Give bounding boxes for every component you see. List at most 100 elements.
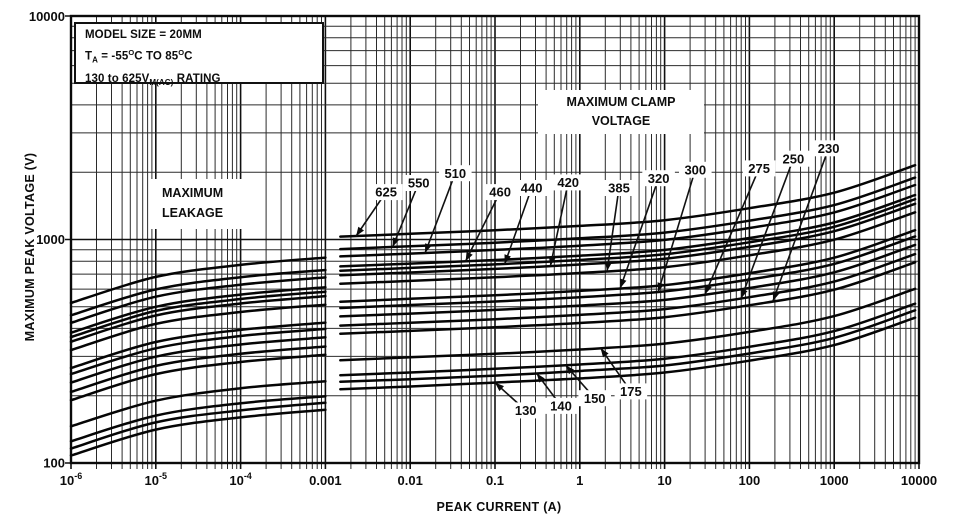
x-tick-100: 100: [739, 473, 761, 488]
curve-250-clamp: [339, 252, 917, 327]
curve-440-clamp: [339, 197, 917, 272]
curve-label-bg-175: [614, 383, 648, 400]
curve-175-leakage: [69, 380, 327, 428]
x-tick-10: 10: [657, 473, 671, 488]
leakage-region-label: MAXIMUM LEAKAGE: [150, 179, 242, 229]
curve-label-420: 420: [557, 175, 579, 190]
curve-label-275: 275: [748, 161, 770, 176]
x-tick-10e-6: 10-6: [60, 471, 82, 488]
x-tick-1000: 1000: [820, 473, 849, 488]
curve-230-leakage: [69, 353, 327, 402]
curve-230-clamp: [339, 261, 917, 335]
curve-label-440: 440: [521, 181, 543, 196]
arrowhead-550: [392, 237, 400, 247]
arrowhead-385: [605, 261, 612, 272]
conditions-line-3: 130 to 625VM(AC) RATING: [85, 72, 221, 87]
curve-275-leakage: [69, 336, 327, 384]
curve-420-leakage: [69, 294, 327, 343]
leakage-region-label-line2: LEAKAGE: [162, 206, 224, 220]
x-tick-10e-5: 10-5: [145, 471, 167, 488]
curve-460-clamp: [339, 193, 917, 268]
curve-label-bg-510: [439, 165, 472, 182]
arrowhead-250: [741, 288, 748, 299]
conditions-line-1: MODEL SIZE = 20MM: [85, 29, 202, 41]
y-tick-1000: 1000: [36, 232, 65, 247]
arrowhead-510: [425, 243, 432, 253]
arrowhead-140: [536, 373, 545, 383]
curve-385-leakage: [69, 303, 327, 352]
curve-550-leakage: [69, 268, 327, 317]
y-tick-10000: 10000: [29, 9, 65, 24]
curve-label-150: 150: [584, 391, 606, 406]
arrowhead-300: [657, 282, 665, 292]
curve-130-leakage: [69, 408, 327, 457]
curve-label-bg-130: [509, 402, 542, 419]
curve-300-clamp: [339, 235, 917, 310]
curve-label-bg-250: [777, 150, 810, 167]
curve-label-510: 510: [444, 166, 466, 181]
arrowhead-175: [600, 348, 609, 358]
curve-label-bg-140: [544, 397, 578, 414]
curve-label-bg-420: [551, 174, 585, 191]
arrowhead-460: [465, 251, 473, 262]
curve-label-250: 250: [783, 151, 805, 166]
plot-border: [69, 14, 921, 465]
x-tick-0.01: 0.01: [398, 473, 423, 488]
clamp-region-label: MAXIMUM CLAMP VOLTAGE: [538, 90, 704, 134]
curve-label-625: 625: [375, 185, 397, 200]
y-axis-title: MAXIMUM PEAK VOLTAGE (V): [23, 152, 37, 342]
curve-625-leakage: [69, 256, 327, 305]
curve-300-leakage: [69, 327, 327, 376]
curve-150-leakage: [69, 394, 327, 443]
curve-label-bg-440: [515, 180, 548, 196]
arrowhead-150: [565, 365, 575, 375]
plot-frame: [69, 14, 921, 465]
clamp-region-label-line1: MAXIMUM CLAMP: [566, 95, 676, 109]
curve-320-clamp: [339, 228, 917, 303]
label-arrowheads: [356, 226, 780, 392]
curve-420-clamp: [339, 202, 917, 277]
curve-label-bg-230: [812, 140, 845, 157]
curve-label-550: 550: [408, 176, 430, 191]
curve-label-300: 300: [684, 162, 706, 177]
curve-label-140: 140: [550, 399, 572, 414]
arrowhead-625: [356, 226, 364, 236]
curve-label-385: 385: [608, 181, 630, 196]
curve-550-clamp: [339, 176, 917, 251]
x-tick-10000: 10000: [901, 473, 937, 488]
curve-275-clamp: [339, 243, 917, 318]
label-underlays: [369, 140, 845, 419]
arrowhead-230: [772, 291, 780, 301]
curve-460-leakage: [69, 286, 327, 334]
curve-label-460: 460: [489, 185, 511, 200]
curve-label-bg-320: [642, 170, 675, 187]
curve-label-bg-275: [742, 160, 776, 177]
arrowhead-420: [548, 256, 556, 266]
x-tick-labels: 10-6 10-5 10-4 0.001 0.01 0.1 1 10 100 1000 10000: [60, 471, 937, 488]
curve-label-bg-300: [679, 161, 712, 178]
curve-510-clamp: [339, 183, 917, 258]
curve-320-leakage: [69, 321, 327, 370]
curve-250-leakage: [69, 345, 327, 394]
y-tick-100: 100: [43, 456, 65, 471]
curves: [69, 163, 917, 457]
curve-label-bg-460: [483, 184, 517, 201]
curve-175-clamp: [339, 287, 917, 362]
curve-label-320: 320: [648, 171, 670, 186]
arrowhead-275: [705, 284, 712, 295]
x-tick-0.001: 0.001: [309, 473, 342, 488]
curve-130-clamp: [339, 316, 917, 391]
clamp-region-label-line2: VOLTAGE: [591, 114, 651, 128]
curve-440-leakage: [69, 290, 327, 339]
x-tick-10e-4: 10-4: [229, 471, 251, 488]
x-tick-1: 1: [576, 473, 583, 488]
conditions-box: MODEL SIZE = 20MM TA = -55OC TO 85OC 130 t…: [74, 22, 324, 87]
curve-140-leakage: [69, 401, 327, 450]
x-tick-0.1: 0.1: [486, 473, 504, 488]
curve-625-clamp: [339, 163, 917, 238]
label-texts: 625 550 510 460 440 420 385 320 300 275 250 230 130 1…: [375, 141, 839, 418]
curve-150-clamp: [339, 302, 917, 377]
curve-label-bg-550: [402, 175, 435, 191]
arrowhead-320: [620, 278, 627, 289]
